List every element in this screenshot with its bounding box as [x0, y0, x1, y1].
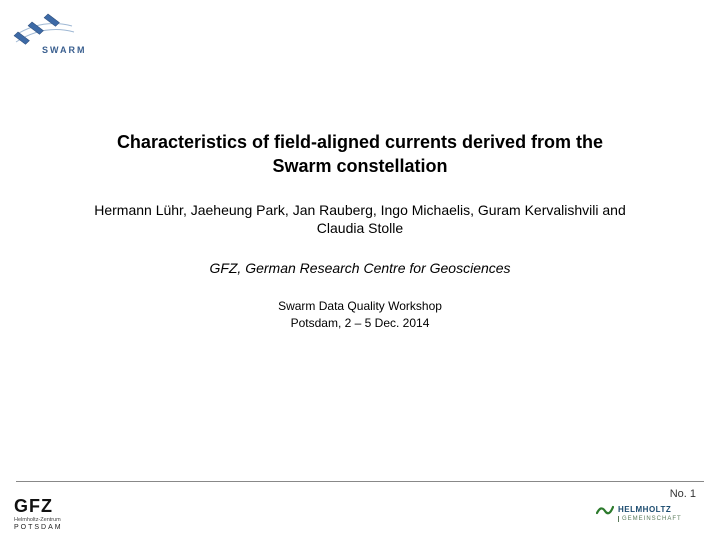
- gfz-logo-sub: Helmholtz-Zentrum: [14, 517, 114, 523]
- gfz-logo-potsdam: POTSDAM: [14, 524, 114, 531]
- gfz-logo-text: GFZ: [14, 496, 114, 517]
- swarm-logo-svg: SWARM: [12, 8, 102, 56]
- helmholtz-logo: HELMHOLTZ GEMEINSCHAFT: [596, 502, 706, 532]
- slide-title: Characteristics of field-aligned current…: [0, 130, 720, 179]
- slide: SWARM Characteristics of field-aligned c…: [0, 0, 720, 540]
- content-block: Characteristics of field-aligned current…: [0, 130, 720, 331]
- event-line-1: Swarm Data Quality Workshop: [0, 298, 720, 314]
- swarm-logo-text: SWARM: [42, 45, 87, 55]
- helmholtz-logo-sub: GEMEINSCHAFT: [618, 516, 706, 522]
- helmholtz-logo-row: HELMHOLTZ: [596, 502, 706, 516]
- event-line-2: Potsdam, 2 – 5 Dec. 2014: [0, 315, 720, 331]
- page-number: No. 1: [670, 488, 696, 500]
- gfz-logo: GFZ Helmholtz-Zentrum POTSDAM: [14, 496, 114, 534]
- affiliation-line: GFZ, German Research Centre for Geoscien…: [0, 260, 720, 276]
- event-block: Swarm Data Quality Workshop Potsdam, 2 –…: [0, 298, 720, 330]
- footer-divider: [16, 481, 704, 482]
- helmholtz-logo-name: HELMHOLTZ: [618, 505, 671, 514]
- helmholtz-mark-icon: [596, 502, 614, 516]
- swarm-logo: SWARM: [12, 8, 102, 56]
- authors-line: Hermann Lühr, Jaeheung Park, Jan Rauberg…: [0, 201, 720, 239]
